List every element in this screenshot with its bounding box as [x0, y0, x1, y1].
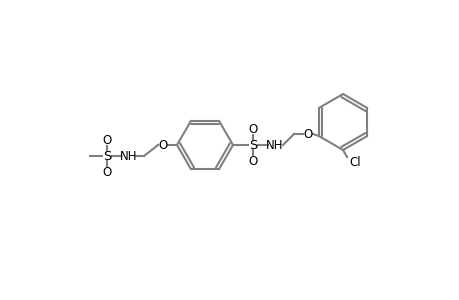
Text: O: O: [158, 139, 167, 152]
Text: Cl: Cl: [348, 155, 360, 169]
Text: O: O: [248, 122, 257, 136]
Text: O: O: [303, 128, 312, 140]
Text: NH: NH: [266, 139, 283, 152]
Text: NH: NH: [120, 149, 137, 163]
Text: O: O: [102, 134, 112, 146]
Text: O: O: [248, 154, 257, 167]
Text: O: O: [102, 166, 112, 178]
Text: S: S: [248, 139, 257, 152]
Text: S: S: [102, 149, 111, 163]
